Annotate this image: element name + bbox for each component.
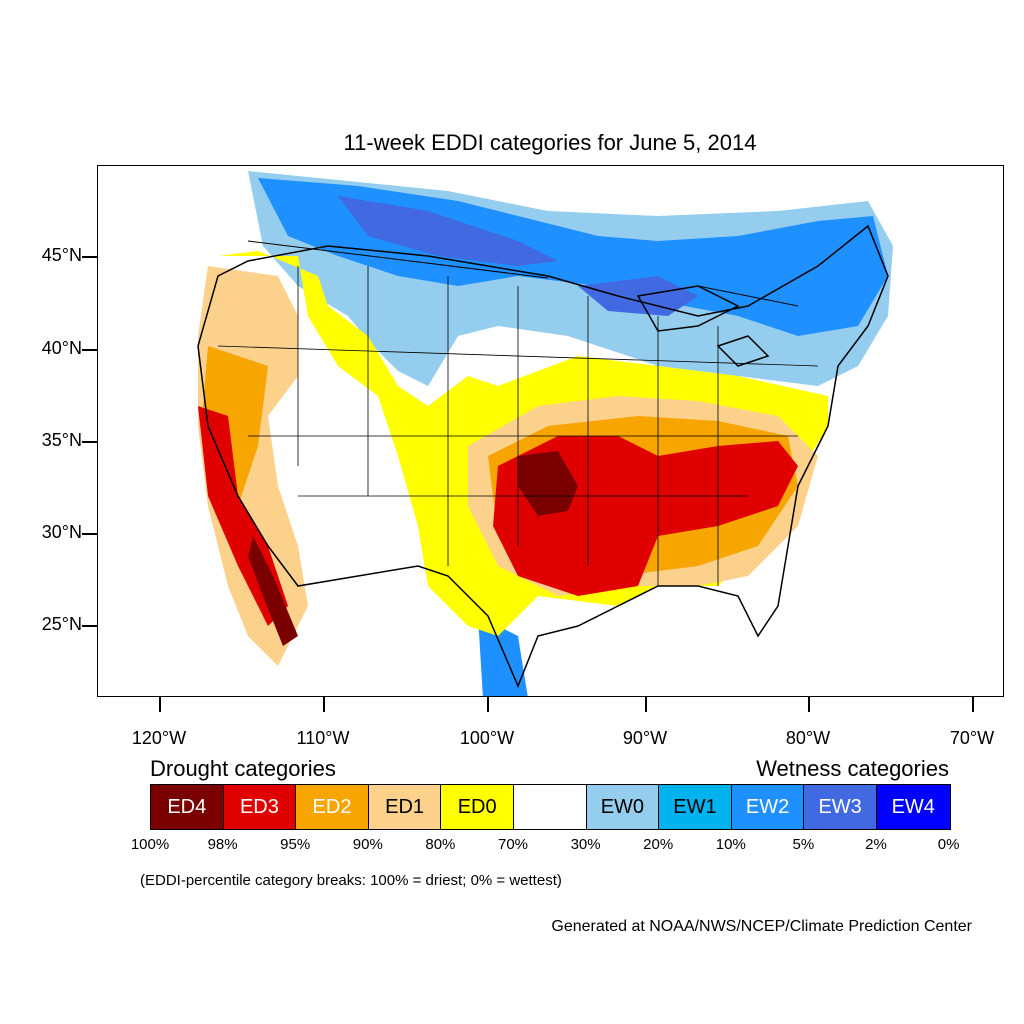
canada-border [247,240,799,307]
lon-tick [487,697,489,712]
lat-label-30: 30°N [41,522,82,542]
legend-cell-ew4: EW4 [876,785,950,829]
legend-cell-ed1: ED1 [368,785,442,829]
legend-break-label: 30% [570,836,601,853]
wet-region-gulf [478,616,528,696]
lon-tick [645,697,647,712]
legend-cell-ew0: EW0 [586,785,660,829]
lat-label-45: 45°N [41,245,82,265]
legend-cell-ew1: EW1 [659,785,732,829]
wet-region-core [338,196,558,266]
lon-label-110: 110°W [296,728,350,748]
legend-cell-ew2: EW2 [731,785,805,829]
legend-cell-ed0: ED0 [441,785,514,829]
legend-break-label: 10% [715,836,746,853]
credit-line: Generated at NOAA/NWS/NCEP/Climate Predi… [551,918,972,935]
legend-cell-ed2: ED2 [296,785,369,829]
legend-break-label: 98% [207,836,238,853]
lat-tick [82,256,97,258]
state-lines [217,266,819,586]
legend-break-label: 95% [280,836,311,853]
eddi-map [197,171,893,696]
dry-region-ed4-baja [248,536,298,646]
lon-tick [159,697,161,712]
lon-tick [323,697,325,712]
legend-cell-ew3: EW3 [804,785,877,829]
lat-label-35: 35°N [41,430,82,450]
great-lakes [636,285,770,367]
lat-tick [82,441,97,443]
legend-break-label: 80% [425,836,456,853]
legend-cell-neutral [513,785,587,829]
drought-categories-heading: Drought categories [150,756,336,781]
legend-cell-ed4: ED4 [151,785,224,829]
legend-break-label: 2% [865,836,887,853]
lon-label-80: 80°W [785,728,831,748]
lat-tick [82,533,97,535]
lon-label-100: 100°W [459,728,515,748]
legend-break-label: 70% [497,836,529,853]
legend-cell-ed3: ED3 [223,785,297,829]
dry-region-ed4 [518,451,578,516]
lat-tick [82,349,97,351]
wetness-categories-heading: Wetness categories [756,756,949,781]
map-area [97,165,1004,697]
lon-label-90: 90°W [622,728,668,748]
legend-colorbar: ED4 ED3 ED2 ED1 ED0 EW0 EW1 EW2 EW3 EW4 [150,784,951,830]
legend-break-label: 100% [130,836,170,853]
legend-note: (EDDI-percentile category breaks: 100% =… [140,872,562,889]
lon-tick [972,697,974,712]
legend-break-label: 5% [792,836,815,853]
legend-break-label: 0% [937,836,960,853]
legend-break-label: 90% [352,836,383,853]
lon-tick [808,697,810,712]
lon-label-120: 120°W [131,728,187,748]
lat-tick [82,625,97,627]
legend-break-label: 20% [643,836,674,853]
lon-label-70: 70°W [949,728,995,748]
map-title: 11-week EDDI categories for June 5, 2014 [343,130,757,155]
lat-label-25: 25°N [41,614,82,634]
lat-label-40: 40°N [41,338,82,358]
